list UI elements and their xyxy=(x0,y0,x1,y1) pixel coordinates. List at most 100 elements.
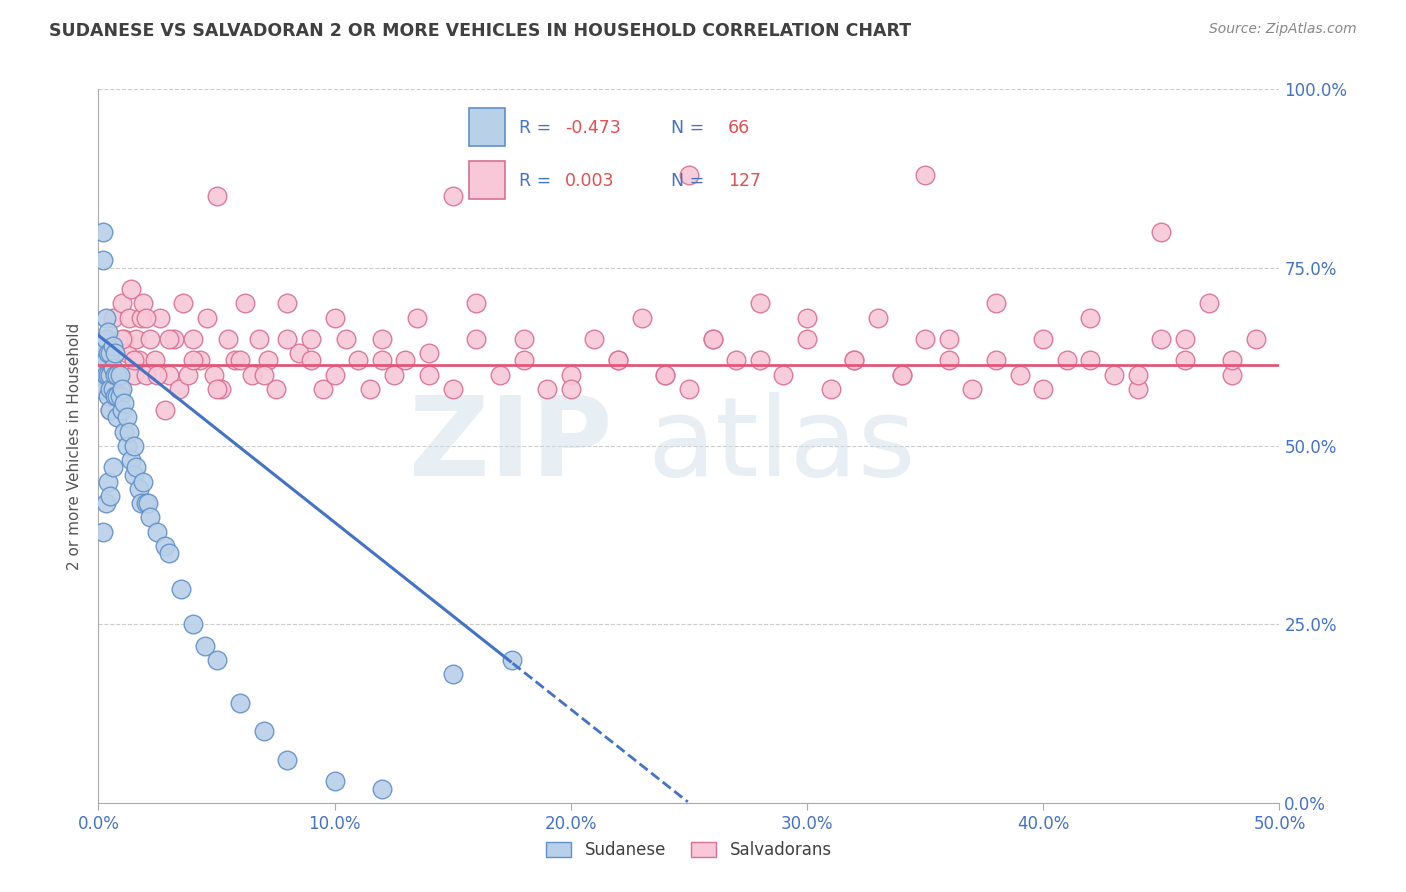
Point xyxy=(94,368,117,382)
Point xyxy=(128,353,150,368)
Point xyxy=(441,189,464,203)
Point xyxy=(101,339,124,353)
Point xyxy=(312,382,335,396)
Point xyxy=(136,496,159,510)
Point xyxy=(111,382,134,396)
Point xyxy=(678,382,700,396)
Point xyxy=(135,310,157,325)
Point xyxy=(122,439,145,453)
Point xyxy=(125,332,148,346)
Point xyxy=(177,368,200,382)
Point xyxy=(1008,368,1031,382)
Point xyxy=(654,368,676,382)
Point xyxy=(205,653,228,667)
Point xyxy=(276,753,298,767)
Point xyxy=(748,296,770,310)
Point xyxy=(94,353,117,368)
Point xyxy=(94,496,117,510)
Point xyxy=(122,368,145,382)
Point xyxy=(98,353,121,368)
Point xyxy=(121,453,143,467)
Point xyxy=(796,332,818,346)
Point xyxy=(101,310,124,325)
Point xyxy=(122,467,145,482)
Point xyxy=(105,410,128,425)
Point xyxy=(170,582,193,596)
Point xyxy=(501,653,523,667)
Point xyxy=(135,496,157,510)
Point xyxy=(844,353,866,368)
Point xyxy=(108,368,131,382)
Point xyxy=(418,368,440,382)
Point xyxy=(153,403,176,417)
Point xyxy=(938,353,960,368)
Point xyxy=(914,168,936,182)
Point xyxy=(146,524,169,539)
Point xyxy=(1244,332,1267,346)
Point xyxy=(560,368,582,382)
Point xyxy=(91,339,114,353)
Point xyxy=(560,382,582,396)
Point xyxy=(111,403,134,417)
Point xyxy=(91,225,114,239)
Point xyxy=(1126,368,1149,382)
Point xyxy=(205,189,228,203)
Point xyxy=(97,346,120,360)
Point xyxy=(224,353,246,368)
Point xyxy=(323,774,346,789)
Point xyxy=(194,639,217,653)
Point xyxy=(748,353,770,368)
Point xyxy=(1220,353,1243,368)
Point xyxy=(143,353,166,368)
Point xyxy=(111,296,134,310)
Point xyxy=(90,382,112,396)
Point xyxy=(112,425,135,439)
Point xyxy=(866,310,889,325)
Point xyxy=(157,546,180,560)
Point xyxy=(94,382,117,396)
Point xyxy=(394,353,416,368)
Point xyxy=(108,382,131,396)
Point xyxy=(129,310,152,325)
Point xyxy=(104,368,127,382)
Point xyxy=(276,332,298,346)
Point xyxy=(702,332,724,346)
Point xyxy=(890,368,912,382)
Point xyxy=(702,332,724,346)
Point xyxy=(91,253,114,268)
Point xyxy=(890,368,912,382)
Point xyxy=(253,724,276,739)
Point xyxy=(725,353,748,368)
Point xyxy=(202,368,225,382)
Point xyxy=(1080,310,1102,325)
Point xyxy=(984,353,1007,368)
Point xyxy=(796,310,818,325)
Point xyxy=(97,332,120,346)
Point xyxy=(229,696,252,710)
Point xyxy=(115,439,138,453)
Point xyxy=(195,310,218,325)
Point xyxy=(181,332,204,346)
Point xyxy=(1032,382,1054,396)
Point xyxy=(98,403,121,417)
Point xyxy=(98,382,121,396)
Point xyxy=(167,382,190,396)
Point xyxy=(299,353,322,368)
Point xyxy=(105,389,128,403)
Point xyxy=(98,346,121,360)
Point xyxy=(233,296,256,310)
Point xyxy=(163,332,186,346)
Point xyxy=(97,475,120,489)
Point xyxy=(104,346,127,360)
Point xyxy=(132,475,155,489)
Point xyxy=(1150,332,1173,346)
Point xyxy=(1198,296,1220,310)
Point xyxy=(91,368,114,382)
Point xyxy=(240,368,263,382)
Point xyxy=(441,667,464,681)
Point xyxy=(91,524,114,539)
Point xyxy=(288,346,311,360)
Point xyxy=(97,325,120,339)
Point xyxy=(1126,382,1149,396)
Text: atlas: atlas xyxy=(648,392,917,500)
